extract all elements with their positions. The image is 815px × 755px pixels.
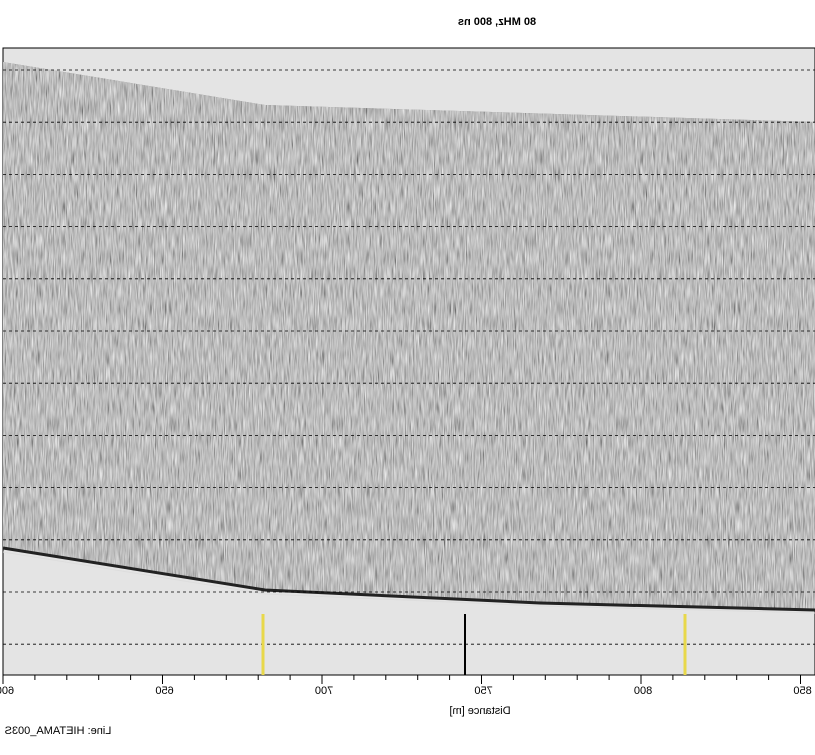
title: 80 MHz, 800 ns [458, 16, 536, 28]
x-tick-label: 700 [315, 685, 333, 697]
x-tick-label: 850 [793, 685, 811, 697]
radar-data [3, 62, 815, 610]
x-tick-label: 800 [634, 685, 652, 697]
bottom-reflector-echo [2, 551, 815, 614]
x-axis-label: Distance [m] [449, 705, 510, 717]
bottom-reflector [2, 546, 815, 612]
x-tick-label: 750 [474, 685, 492, 697]
line-label: Line: HIETAMA_003S [5, 725, 112, 737]
x-tick-label: 650 [155, 685, 173, 697]
x-tick-label: 600 [0, 685, 14, 697]
x-ticks [2, 675, 801, 684]
